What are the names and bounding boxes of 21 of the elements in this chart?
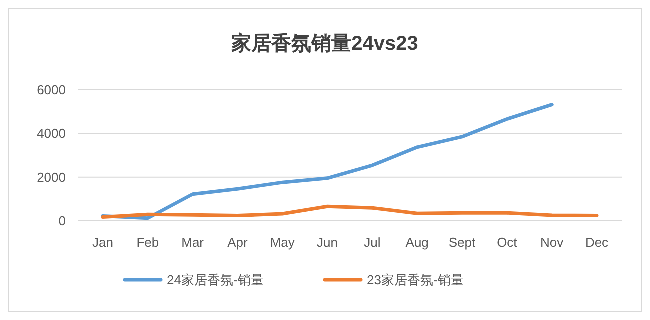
x-tick-label: Jul	[364, 235, 381, 250]
y-tick-label: 6000	[37, 82, 66, 98]
x-tick-label: Mar	[182, 235, 205, 250]
x-tick-label: Oct	[497, 235, 518, 250]
y-tick-label: 4000	[37, 126, 66, 142]
x-tick-label: Feb	[136, 235, 160, 250]
x-tick-label: May	[270, 235, 296, 250]
legend-label: 23家居香氛-销量	[367, 272, 464, 288]
legend-label: 24家居香氛-销量	[167, 272, 264, 288]
x-tick-label: Jan	[92, 235, 114, 250]
y-tick-label: 2000	[37, 170, 66, 185]
x-tick-label: Dec	[585, 235, 610, 250]
x-tick-label: Nov	[540, 235, 564, 250]
line-series	[101, 204, 599, 220]
line-series	[101, 103, 554, 220]
x-tick-label: Apr	[228, 235, 249, 250]
y-tick-label: 0	[58, 214, 66, 229]
x-tick-label: Sept	[448, 235, 476, 250]
chart-title: 家居香氛销量24vs23	[230, 32, 418, 55]
x-tick-label: Aug	[406, 235, 429, 250]
x-tick-label: Jun	[317, 235, 338, 250]
